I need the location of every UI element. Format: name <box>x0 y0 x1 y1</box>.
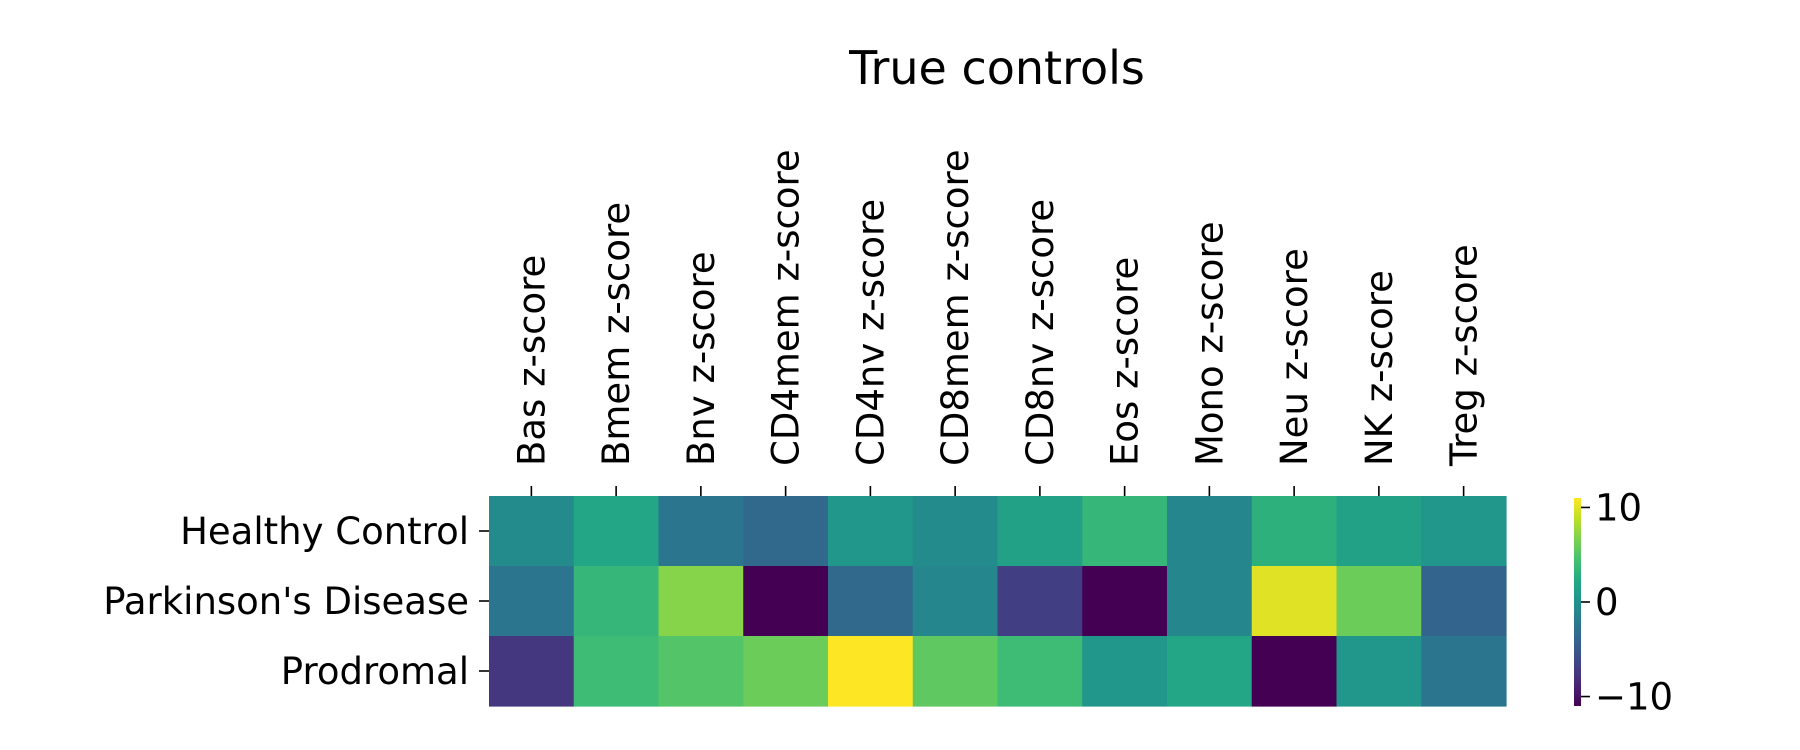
column-tick-label: Eos z-score <box>1104 257 1147 466</box>
column-tick-label: CD8nv z-score <box>1019 199 1062 466</box>
heatmap-cell <box>912 636 999 707</box>
heatmap-cell <box>743 566 829 637</box>
heatmap-cell <box>1336 636 1422 707</box>
heatmap-cell <box>828 496 914 567</box>
heatmap-cell <box>1251 566 1338 637</box>
heatmap-cell <box>828 636 914 707</box>
heatmap-cell <box>658 566 744 637</box>
row-tick-labels: Healthy Control Parkinson's Disease Prodro… <box>103 510 489 693</box>
heatmap-cell <box>1167 566 1253 637</box>
column-tick-label: Bas z-score <box>510 255 553 466</box>
column-tick-label: CD4nv z-score <box>849 199 892 466</box>
heatmap-cell <box>489 496 575 567</box>
heatmap-cell <box>658 496 744 567</box>
heatmap-cell <box>1421 496 1507 567</box>
heatmap-cell <box>997 496 1083 567</box>
colorbar-gradient <box>1574 498 1581 706</box>
column-tick-label: Bmem z-score <box>595 202 638 466</box>
column-tick-label: CD8mem z-score <box>934 149 977 466</box>
heatmap-cell <box>1421 636 1507 707</box>
heatmap-cell <box>997 636 1083 707</box>
column-tick-labels: Bas z-score Bmem z-score Bnv z-score CD4mem… <box>510 149 1486 496</box>
colorbar: 10 0 −10 <box>1574 486 1673 719</box>
colorbar-tick-label: 0 <box>1595 581 1619 624</box>
heatmap-cell <box>1167 496 1253 567</box>
heatmap-cell <box>743 496 829 567</box>
heatmap-cell <box>573 496 660 567</box>
heatmap-cells <box>489 496 1507 707</box>
heatmap-cell <box>1082 496 1168 567</box>
colorbar-ticks: 10 0 −10 <box>1581 486 1673 719</box>
column-tick-label: Treg z-score <box>1443 244 1486 467</box>
column-tick-label: Mono z-score <box>1188 221 1231 466</box>
heatmap-cell <box>1167 636 1253 707</box>
column-tick-label: NK z-score <box>1358 270 1401 466</box>
column-tick-label: Neu z-score <box>1273 248 1316 466</box>
heatmap-cell <box>489 636 575 707</box>
heatmap-cell <box>1082 636 1168 707</box>
row-tick-label: Parkinson's Disease <box>103 580 469 623</box>
heatmap-cell <box>573 566 660 637</box>
heatmap-cell <box>912 496 999 567</box>
heatmap-cell <box>1421 566 1507 637</box>
colorbar-tick-label: 10 <box>1595 486 1642 529</box>
heatmap-cell <box>1336 566 1422 637</box>
heatmap-cell <box>912 566 999 637</box>
heatmap-cell <box>1336 496 1422 567</box>
column-tick-label: Bnv z-score <box>680 251 723 466</box>
heatmap-cell <box>743 636 829 707</box>
chart-title: True controls <box>848 41 1145 95</box>
heatmap-cell <box>997 566 1083 637</box>
colorbar-tick-label: −10 <box>1595 676 1673 719</box>
heatmap-cell <box>658 636 744 707</box>
heatmap-cell <box>489 566 575 637</box>
heatmap-cell <box>1251 496 1338 567</box>
heatmap-cell <box>828 566 914 637</box>
row-tick-label: Healthy Control <box>180 510 469 553</box>
heatmap-cell <box>573 636 660 707</box>
column-tick-label: CD4mem z-score <box>765 149 808 466</box>
row-tick-label: Prodromal <box>281 650 469 693</box>
heatmap-cell <box>1251 636 1338 707</box>
heatmap-cell <box>1082 566 1168 637</box>
